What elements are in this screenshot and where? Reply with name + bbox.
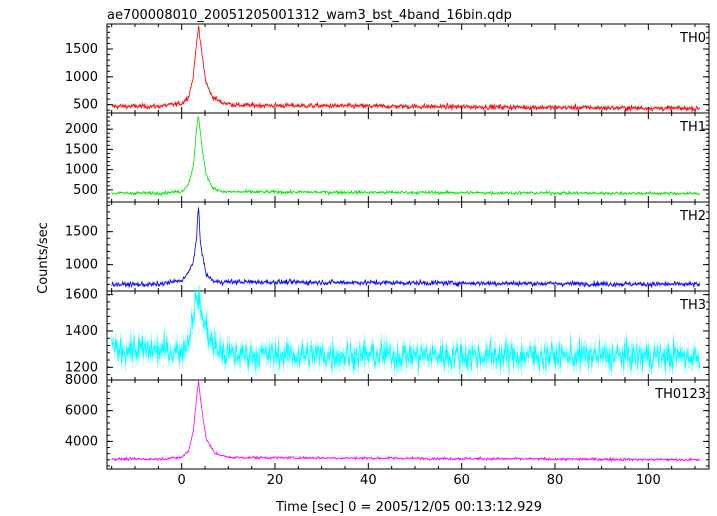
x-tick-label: 60 bbox=[453, 473, 470, 488]
x-tick-label: 100 bbox=[636, 473, 661, 488]
error-bars-th2 bbox=[111, 206, 700, 289]
series-label-th1: TH1 bbox=[679, 120, 706, 135]
panel-frame-th0123 bbox=[106, 379, 710, 470]
y-tick-label: 1600 bbox=[65, 288, 98, 303]
x-tick-label: 20 bbox=[267, 473, 284, 488]
series-line-th0 bbox=[111, 25, 700, 113]
panel-frame-th1 bbox=[106, 112, 710, 203]
series-line-th3 bbox=[111, 291, 701, 374]
y-axis-label: Counts/sec bbox=[36, 222, 51, 294]
y-tick-label: 1000 bbox=[65, 70, 98, 85]
y-tick-label: 1400 bbox=[65, 324, 98, 339]
y-tick-label: 6000 bbox=[65, 404, 98, 419]
y-tick-label: 1500 bbox=[65, 225, 98, 240]
y-tick-label: 8000 bbox=[65, 373, 98, 388]
y-tick-label: 2000 bbox=[65, 122, 98, 137]
y-tick-label: 4000 bbox=[65, 434, 98, 449]
series-line-th0123 bbox=[111, 380, 700, 463]
y-tick-label: 1000 bbox=[65, 163, 98, 178]
x-axis-label: Time [sec] 0 = 2005/12/05 00:13:12.929 bbox=[275, 500, 542, 515]
x-tick-label: 40 bbox=[360, 473, 377, 488]
chart-title: ae700008010_20051205001312_wam3_bst_4ban… bbox=[107, 8, 512, 23]
y-tick-label: 1500 bbox=[65, 142, 98, 157]
y-tick-label: 1200 bbox=[65, 360, 98, 375]
y-tick-label: 1500 bbox=[65, 42, 98, 57]
y-tick-label: 1000 bbox=[65, 258, 98, 273]
panel-frame-th2 bbox=[106, 201, 710, 292]
series-label-th3: TH3 bbox=[679, 298, 706, 313]
y-tick-label: 500 bbox=[73, 183, 98, 198]
series-line-th1 bbox=[111, 116, 700, 197]
series-line-th2 bbox=[111, 207, 701, 288]
series-label-th0: TH0 bbox=[679, 31, 706, 46]
x-tick-label: 80 bbox=[547, 473, 564, 488]
x-tick-label: 0 bbox=[178, 473, 186, 488]
series-label-th0123: TH0123 bbox=[654, 387, 706, 402]
y-tick-label: 500 bbox=[73, 98, 98, 113]
series-label-th2: TH2 bbox=[679, 209, 706, 224]
